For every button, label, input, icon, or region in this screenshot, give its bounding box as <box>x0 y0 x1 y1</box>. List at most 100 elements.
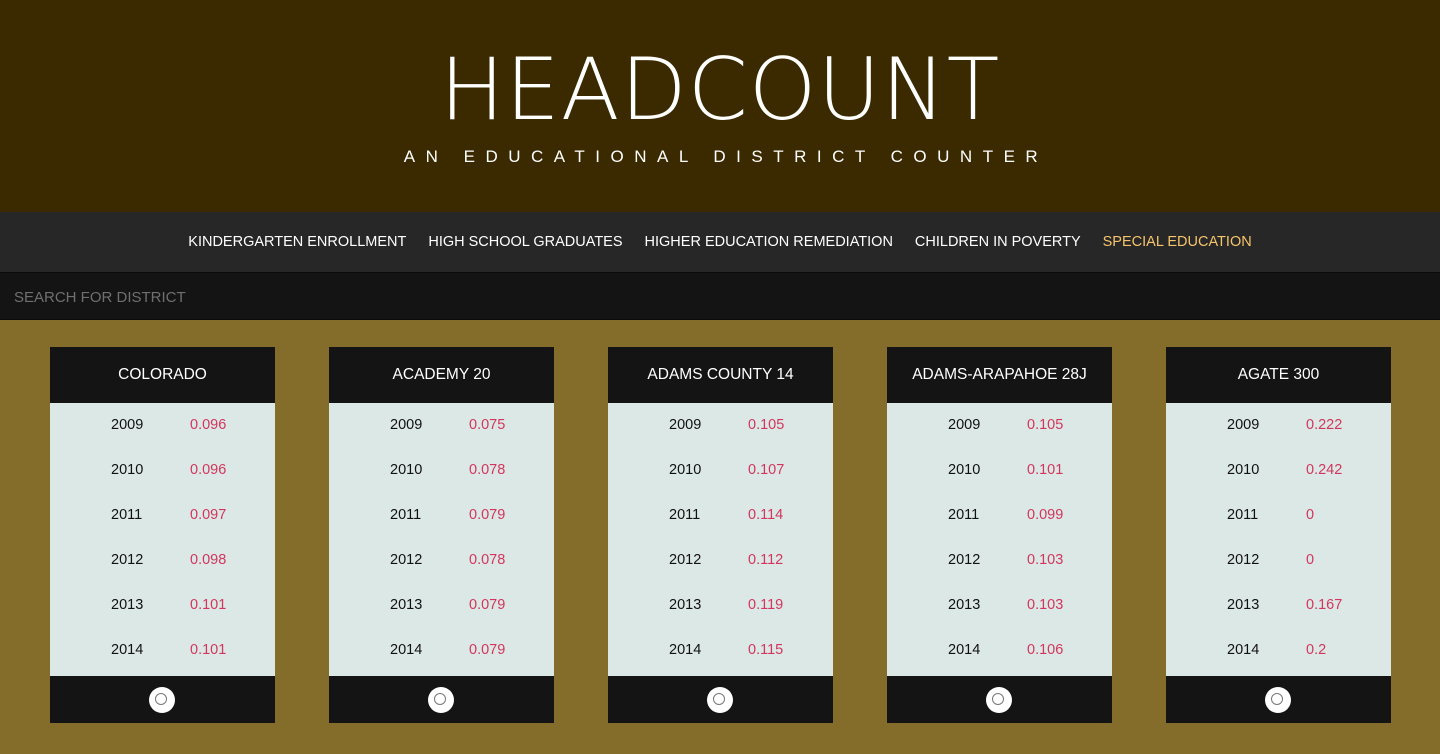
nav-high-school-graduates[interactable]: HIGH SCHOOL GRADUATES <box>428 234 623 250</box>
data-value: 0.101 <box>190 597 227 613</box>
data-row: 2013 0.119 <box>608 597 833 617</box>
data-value: 0.103 <box>1027 597 1064 613</box>
data-row: 2013 0.103 <box>887 597 1112 617</box>
year-label: 2010 <box>669 462 702 478</box>
year-label: 2013 <box>1227 597 1260 613</box>
data-value: 0.167 <box>1306 597 1343 613</box>
select-district-radio[interactable] <box>707 687 733 713</box>
year-label: 2013 <box>111 597 144 613</box>
data-value: 0.119 <box>748 597 784 613</box>
data-row: 2014 0.079 <box>329 642 554 662</box>
district-card-title: ADAMS COUNTY 14 <box>608 347 833 403</box>
select-district-radio[interactable] <box>986 687 1012 713</box>
year-label: 2012 <box>1227 552 1260 568</box>
year-label: 2011 <box>1227 507 1259 523</box>
data-row: 2009 0.105 <box>887 417 1112 437</box>
data-value: 0.101 <box>190 642 227 658</box>
data-value: 0.114 <box>748 507 784 523</box>
data-row: 2009 0.105 <box>608 417 833 437</box>
district-cards: COLORADO 2009 0.096 2010 0.096 2011 0.097 2… <box>50 347 1391 723</box>
district-card-title: ADAMS-ARAPAHOE 28J <box>887 347 1112 403</box>
data-row: 2010 0.107 <box>608 462 833 482</box>
year-label: 2013 <box>390 597 423 613</box>
data-value: 0.101 <box>1027 462 1064 478</box>
year-label: 2010 <box>948 462 981 478</box>
data-value: 0.097 <box>190 507 227 523</box>
year-label: 2012 <box>111 552 144 568</box>
year-label: 2009 <box>669 417 702 433</box>
year-label: 2014 <box>111 642 144 658</box>
data-row: 2013 0.079 <box>329 597 554 617</box>
district-card-title: AGATE 300 <box>1166 347 1391 403</box>
year-label: 2010 <box>1227 462 1260 478</box>
district-card-adams-arapahoe-28j[interactable]: ADAMS-ARAPAHOE 28J 2009 0.105 2010 0.101 2… <box>887 347 1112 723</box>
data-row: 2012 0.098 <box>50 552 275 572</box>
search-input[interactable] <box>12 273 1416 321</box>
data-value: 0.2 <box>1306 642 1327 658</box>
data-row: 2011 0 <box>1166 507 1391 527</box>
year-label: 2012 <box>669 552 702 568</box>
year-label: 2011 <box>948 507 980 523</box>
data-value: 0.075 <box>469 417 506 433</box>
year-label: 2011 <box>669 507 701 523</box>
select-district-radio[interactable] <box>149 687 175 713</box>
district-card-data: 2009 0.075 2010 0.078 2011 0.079 2012 0.078 … <box>329 403 554 676</box>
year-label: 2014 <box>390 642 423 658</box>
data-row: 2010 0.242 <box>1166 462 1391 482</box>
district-card-footer <box>608 676 833 723</box>
district-card-academy-20[interactable]: ACADEMY 20 2009 0.075 2010 0.078 2011 0.079… <box>329 347 554 723</box>
data-row: 2010 0.078 <box>329 462 554 482</box>
year-label: 2010 <box>390 462 423 478</box>
district-card-data: 2009 0.105 2010 0.101 2011 0.099 2012 0.103 … <box>887 403 1112 676</box>
data-value: 0.098 <box>190 552 227 568</box>
district-card-title: COLORADO <box>50 347 275 403</box>
year-label: 2009 <box>390 417 423 433</box>
district-card-colorado[interactable]: COLORADO 2009 0.096 2010 0.096 2011 0.097 2… <box>50 347 275 723</box>
year-label: 2011 <box>111 507 143 523</box>
data-row: 2014 0.101 <box>50 642 275 662</box>
select-district-radio[interactable] <box>428 687 454 713</box>
data-row: 2013 0.167 <box>1166 597 1391 617</box>
data-value: 0.096 <box>190 462 227 478</box>
data-row: 2010 0.096 <box>50 462 275 482</box>
year-label: 2009 <box>948 417 981 433</box>
data-row: 2011 0.097 <box>50 507 275 527</box>
year-label: 2009 <box>111 417 144 433</box>
data-row: 2013 0.101 <box>50 597 275 617</box>
year-label: 2009 <box>1227 417 1260 433</box>
data-row: 2011 0.099 <box>887 507 1112 527</box>
data-value: 0.105 <box>748 417 785 433</box>
data-value: 0.078 <box>469 552 506 568</box>
data-value: 0.222 <box>1306 417 1343 433</box>
data-value: 0.105 <box>1027 417 1064 433</box>
data-row: 2011 0.114 <box>608 507 833 527</box>
data-value: 0.112 <box>748 552 784 568</box>
data-value: 0.079 <box>469 597 506 613</box>
nav-special-education[interactable]: SPECIAL EDUCATION <box>1102 234 1252 250</box>
data-value: 0.096 <box>190 417 227 433</box>
data-value: 0.242 <box>1306 462 1343 478</box>
district-card-footer <box>329 676 554 723</box>
year-label: 2012 <box>948 552 981 568</box>
district-card-title: ACADEMY 20 <box>329 347 554 403</box>
data-row: 2012 0 <box>1166 552 1391 572</box>
site-title: HEADCOUNT <box>439 40 1001 140</box>
data-row: 2014 0.115 <box>608 642 833 662</box>
data-value: 0.115 <box>748 642 784 658</box>
data-row: 2012 0.112 <box>608 552 833 572</box>
select-district-radio[interactable] <box>1265 687 1291 713</box>
nav-higher-education-remediation[interactable]: HIGHER EDUCATION REMEDIATION <box>644 234 893 250</box>
nav-children-in-poverty[interactable]: CHILDREN IN POVERTY <box>914 234 1081 250</box>
data-value: 0.103 <box>1027 552 1064 568</box>
year-label: 2014 <box>669 642 702 658</box>
district-card-data: 2009 0.096 2010 0.096 2011 0.097 2012 0.098 … <box>50 403 275 676</box>
site-subtitle: AN EDUCATIONAL DISTRICT COUNTER <box>403 147 1049 166</box>
district-card-footer <box>887 676 1112 723</box>
site-header: HEADCOUNT AN EDUCATIONAL DISTRICT COUNTE… <box>0 0 1440 212</box>
district-card-agate-300[interactable]: AGATE 300 2009 0.222 2010 0.242 2011 0 2012… <box>1166 347 1391 723</box>
data-value: 0 <box>1306 507 1315 523</box>
district-card-adams-county-14[interactable]: ADAMS COUNTY 14 2009 0.105 2010 0.107 2011… <box>608 347 833 723</box>
category-nav: KINDERGARTEN ENROLLMENT HIGH SCHOOL GRAD… <box>0 212 1440 272</box>
data-row: 2011 0.079 <box>329 507 554 527</box>
nav-kindergarten-enrollment[interactable]: KINDERGARTEN ENROLLMENT <box>188 234 407 250</box>
